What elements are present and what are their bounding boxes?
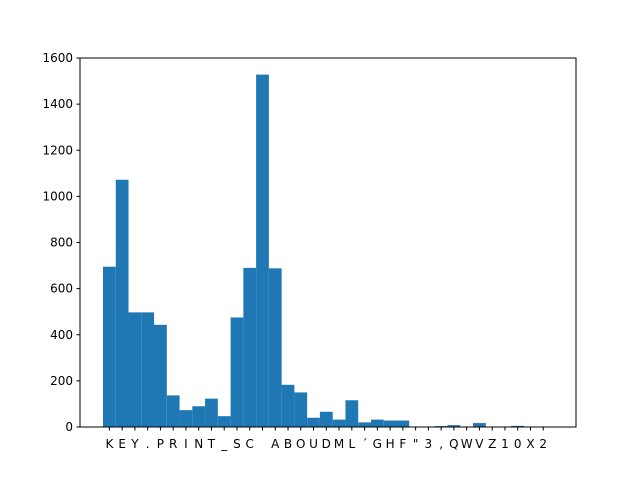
bar	[166, 395, 180, 427]
x-tick-label: P	[157, 437, 164, 451]
x-tick-label: N	[194, 437, 203, 451]
x-tick-label: ´	[362, 437, 368, 451]
y-tick-label: 1000	[42, 189, 73, 203]
bar	[268, 268, 282, 427]
x-tick-label: Y	[130, 437, 139, 451]
y-tick-label: 400	[50, 328, 73, 342]
bar	[383, 420, 397, 427]
bar	[256, 74, 269, 428]
bar	[447, 425, 461, 427]
x-tick-label: E	[118, 437, 126, 451]
bar	[281, 384, 295, 427]
x-tick-label: Q	[449, 437, 458, 451]
bar	[332, 419, 346, 427]
x-tick-label: V	[475, 437, 484, 451]
bar	[154, 324, 167, 427]
bar	[396, 420, 410, 427]
x-tick-label: C	[246, 437, 254, 451]
x-tick-label: K	[105, 437, 114, 451]
bar	[358, 422, 371, 427]
y-tick-label: 800	[50, 236, 73, 250]
y-tick-label: 200	[50, 374, 73, 388]
x-tick-label: D	[322, 437, 331, 451]
y-tick-label: 1200	[42, 143, 73, 157]
x-tick-label: F	[399, 437, 406, 451]
x-tick-label: T	[207, 437, 216, 451]
x-tick-label: A	[271, 437, 280, 451]
x-tick-label: B	[284, 437, 292, 451]
bar	[473, 423, 486, 427]
x-tick-label: M	[334, 437, 344, 451]
x-tick-label: L	[348, 437, 355, 451]
bar	[179, 410, 193, 427]
x-tick-label: ,	[439, 437, 443, 451]
bars	[103, 74, 525, 428]
x-tick-label: H	[386, 437, 395, 451]
x-tick-label: 3	[425, 437, 433, 451]
y-tick-label: 0	[65, 420, 73, 434]
x-tick-label: _	[220, 437, 228, 451]
x-tick-label: O	[296, 437, 305, 451]
x-tick-label: Z	[488, 437, 496, 451]
bar	[128, 312, 142, 427]
x-tick-label: S	[233, 437, 241, 451]
y-tick-label: 1400	[42, 97, 73, 111]
x-axis: K E Y. P R I N T _ S C A B O U D M L ´ G H F " 3, Q W V Z 1 0 X 2	[105, 427, 547, 451]
y-tick-label: 600	[50, 282, 73, 296]
y-axis: 0 200 400 600 800 1000 1200 1400 1600	[42, 51, 80, 434]
bar	[307, 417, 320, 427]
x-tick-label: X	[526, 437, 534, 451]
x-tick-label: R	[169, 437, 177, 451]
bar	[511, 425, 525, 427]
bar	[345, 400, 359, 427]
x-tick-label: "	[413, 437, 419, 451]
bar	[217, 416, 231, 427]
x-tick-label: I	[184, 437, 188, 451]
x-tick-label: 2	[539, 437, 547, 451]
bar	[294, 392, 308, 427]
bar	[103, 266, 116, 427]
bar	[243, 267, 257, 427]
x-tick-label: W	[461, 437, 473, 451]
x-tick-label: U	[309, 437, 318, 451]
bar	[370, 419, 384, 427]
bar	[230, 317, 244, 427]
bar	[115, 179, 129, 427]
x-tick-label: .	[146, 437, 150, 451]
bar	[141, 312, 155, 427]
x-tick-label: 0	[514, 437, 522, 451]
bar	[192, 406, 206, 427]
bar	[205, 398, 218, 427]
bar	[319, 411, 333, 427]
x-tick-label: 1	[501, 437, 509, 451]
y-tick-label: 1600	[42, 51, 73, 65]
x-tick-label: G	[373, 437, 382, 451]
